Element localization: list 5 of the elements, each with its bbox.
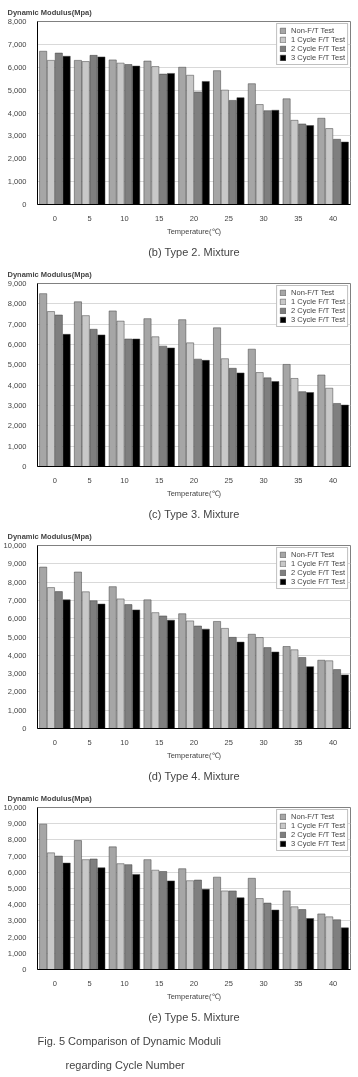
caption: Fig. 5 Comparison of Dynamic Moduli regarding Cycle Number [37,1034,221,1071]
text: (e) Type 5. Mixture [148,1010,240,1023]
text: (b) Type 2. Mixture [148,245,240,258]
text: (d) Type 4. Mixture [148,769,240,782]
text: (c) Type 3. Mixture [148,507,240,520]
